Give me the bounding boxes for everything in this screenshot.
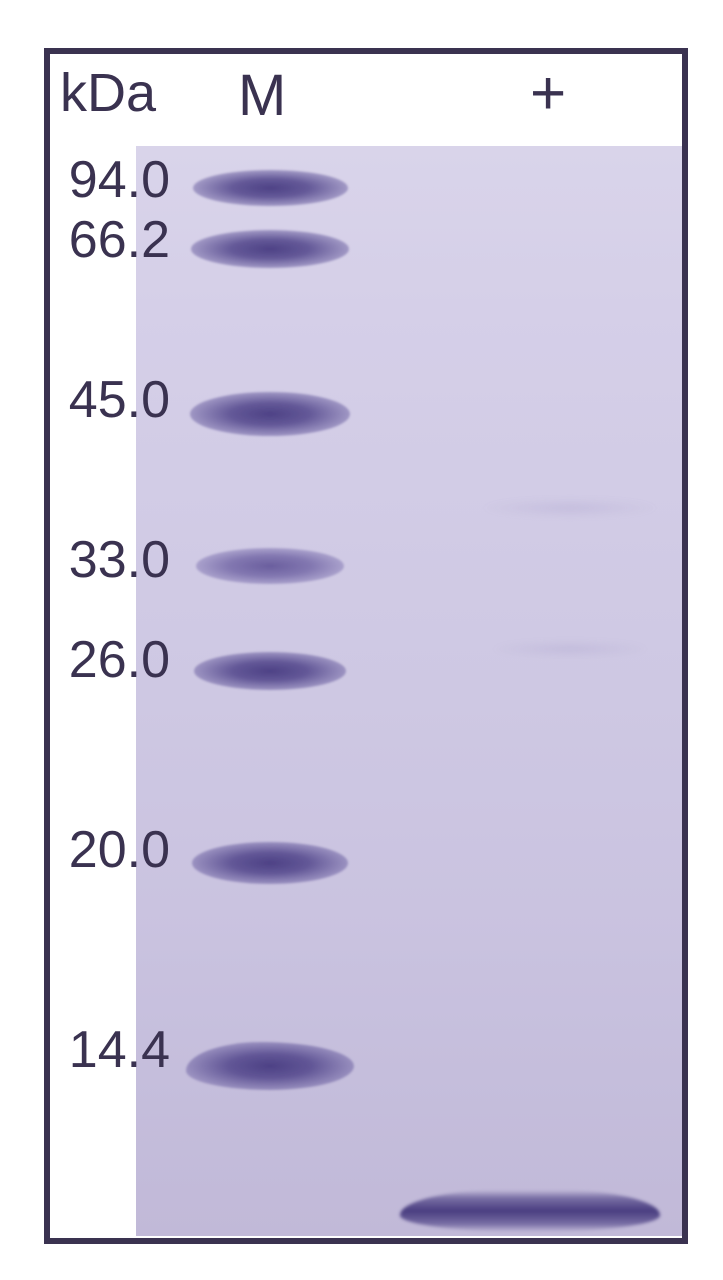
lane-label-0: M <box>238 62 286 129</box>
marker-band-6 <box>186 1042 354 1090</box>
marker-label-4: 26.0 <box>69 630 170 690</box>
faint-feature-1 <box>490 640 650 658</box>
marker-label-3: 33.0 <box>69 530 170 590</box>
sample-band-0 <box>400 1190 660 1232</box>
marker-label-0: 94.0 <box>69 150 170 210</box>
y-axis-unit-label: kDa <box>60 62 156 124</box>
marker-band-5 <box>192 842 348 884</box>
marker-label-2: 45.0 <box>69 370 170 430</box>
lane-label-1: + <box>530 58 566 129</box>
marker-label-6: 14.4 <box>69 1020 170 1080</box>
marker-band-1 <box>191 230 349 268</box>
marker-band-2 <box>190 392 350 436</box>
faint-feature-0 <box>480 498 660 518</box>
marker-band-0 <box>193 170 348 206</box>
marker-band-3 <box>196 548 344 584</box>
marker-label-5: 20.0 <box>69 820 170 880</box>
marker-band-4 <box>194 652 346 690</box>
marker-label-1: 66.2 <box>69 210 170 270</box>
